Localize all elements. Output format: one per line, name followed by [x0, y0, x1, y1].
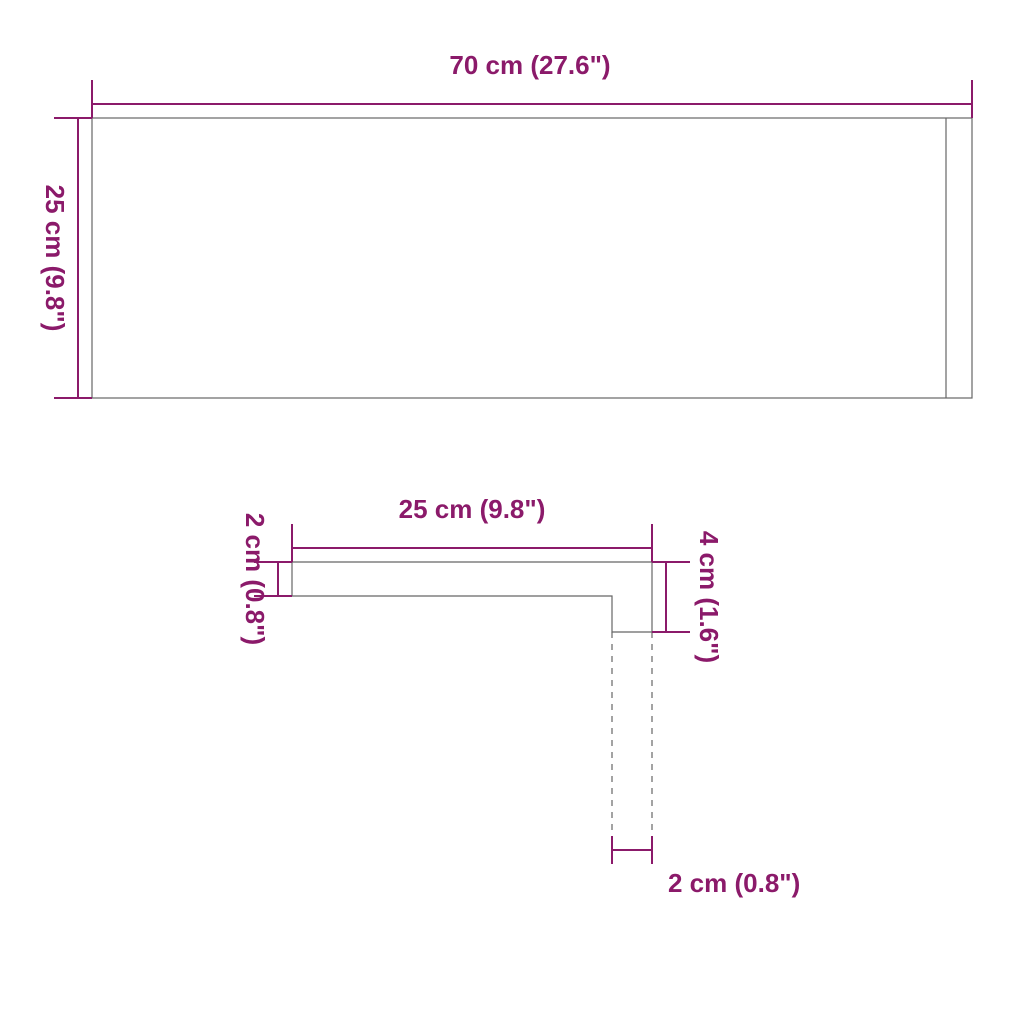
dim-profile-left-label: 2 cm (0.8")	[240, 513, 270, 645]
dim-profile-width	[292, 524, 652, 562]
dim-top-width-label: 70 cm (27.6")	[449, 50, 610, 80]
dim-profile-right-label: 4 cm (1.6")	[694, 531, 724, 663]
dim-top-width	[92, 80, 972, 118]
dim-top-height-label: 25 cm (9.8")	[40, 185, 70, 332]
dim-profile-bottom	[612, 836, 652, 864]
top-view-rect	[92, 118, 972, 398]
profile-outline	[292, 562, 652, 632]
dim-profile-right	[652, 562, 690, 632]
dim-profile-bottom-label: 2 cm (0.8")	[668, 868, 800, 898]
profile-dash	[612, 632, 652, 836]
dim-profile-width-label: 25 cm (9.8")	[399, 494, 546, 524]
